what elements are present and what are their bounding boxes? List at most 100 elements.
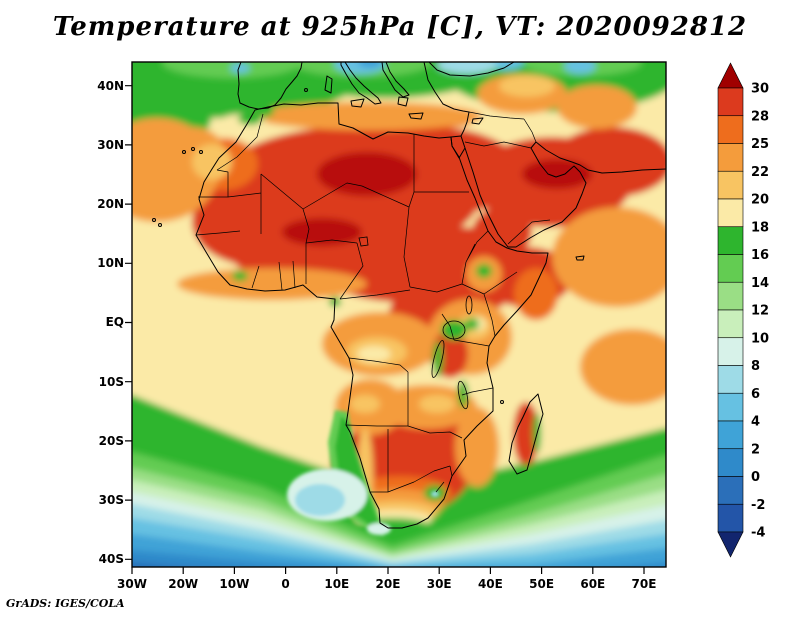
x-tick-label: 70E <box>632 577 657 591</box>
sinai-coast <box>450 135 466 159</box>
field-black-sea <box>437 62 497 74</box>
x-tick-label: 60E <box>580 577 605 591</box>
map-area <box>131 61 667 568</box>
coastlines <box>152 62 666 529</box>
colorbar-labels: 30 28 25 22 20 18 16 14 12 10 8 6 4 2 0 … <box>751 82 769 541</box>
colorbar-label: 10 <box>751 331 769 346</box>
colorbar-segment <box>717 476 744 505</box>
country-borders <box>195 111 551 493</box>
benguela-tongue-inner <box>335 416 378 528</box>
colorbar-label: 12 <box>751 304 769 319</box>
colorbar-segment <box>717 115 744 144</box>
y-tick-label: EQ <box>106 315 124 329</box>
y-tick-label: 30S <box>99 493 124 507</box>
lake-chad <box>358 236 369 247</box>
colorbar-label: 4 <box>751 415 760 430</box>
temperature-field-details <box>287 410 439 537</box>
sardinia-coast <box>324 75 333 94</box>
x-tick-label: 20W <box>168 577 198 591</box>
colorbar-label: -4 <box>751 526 765 541</box>
y-axis-labels: 40N 30N 20N 10N EQ 10S 20S 30S 40S <box>97 79 124 566</box>
colorbar-label: 22 <box>751 165 769 180</box>
colorbar-top-arrow <box>717 62 744 89</box>
colorbar-segment <box>717 226 744 255</box>
balearic-island <box>304 88 308 92</box>
madagascar-coast <box>508 393 544 475</box>
lake-malawi <box>457 380 469 410</box>
colorbar-segment <box>717 281 744 311</box>
colorbar-segment <box>717 337 744 366</box>
y-tick-label: 10N <box>97 256 124 270</box>
x-tick-label: 50E <box>529 577 554 591</box>
cape-verde-island-2 <box>158 223 162 227</box>
africa-coast <box>195 102 549 529</box>
canary-island-2 <box>191 147 195 151</box>
temperature-field <box>132 62 666 567</box>
colorbar-label: 28 <box>751 109 769 124</box>
colorbar <box>717 62 744 558</box>
arabia-gulf-coast <box>464 141 666 248</box>
y-tick-label: 20S <box>99 434 124 448</box>
y-tick-label: 30N <box>97 138 124 152</box>
x-tick-label: 0 <box>281 577 289 591</box>
colorbar-bottom-arrow <box>717 531 744 558</box>
colorbar-segment <box>717 87 744 117</box>
colorbar-label: -2 <box>751 498 765 513</box>
colorbar-label: 8 <box>751 359 760 374</box>
cape-verde-island-1 <box>152 218 156 222</box>
x-tick-label: 20E <box>376 577 401 591</box>
colorbar-label: 14 <box>751 276 769 291</box>
field-alps-cold-core <box>358 62 382 68</box>
axis-ticks <box>125 85 645 574</box>
x-tick-label: 10E <box>324 577 349 591</box>
colorbar-segment <box>717 198 744 228</box>
black-sea-coast <box>428 62 515 77</box>
canary-island-1 <box>182 150 186 154</box>
colorbar-label: 16 <box>751 248 769 263</box>
colorbar-label: 25 <box>751 137 769 152</box>
y-tick-label: 10S <box>99 375 124 389</box>
colorbar-segment <box>717 143 744 172</box>
x-tick-label: 30W <box>117 577 147 591</box>
colorbar-label: 6 <box>751 387 760 402</box>
colorbar-segment <box>717 448 744 477</box>
lake-tanganyika <box>431 340 445 378</box>
lake-victoria <box>442 320 466 340</box>
colorbar-segment <box>717 392 744 422</box>
southern-ocean-bands <box>132 395 666 567</box>
sicily-coast <box>350 98 365 108</box>
iberia-coast <box>237 62 303 110</box>
plot-frame <box>131 61 667 568</box>
colorbar-segment <box>717 254 744 283</box>
band-0-2 <box>132 550 666 567</box>
socotra-coast <box>575 255 585 261</box>
colorbar-segment <box>717 309 744 339</box>
canary-island-3 <box>199 150 203 154</box>
peloponnese-coast <box>397 96 409 107</box>
x-axis-labels: 30W 20W 10W 0 10E 20E 30E 40E 50E 60E 70… <box>117 577 656 591</box>
colorbar-label: 2 <box>751 442 760 457</box>
band-2-4 <box>132 534 666 567</box>
levant-turkey-coast <box>423 62 470 137</box>
colorbar-segment <box>717 170 744 200</box>
y-tick-label: 40N <box>97 79 124 93</box>
colorbar-segment <box>717 420 744 450</box>
chart-title: Temperature at 925hPa [C], VT: 202009281… <box>52 12 748 42</box>
credit-text: GrADS: IGES/COLA <box>6 597 125 610</box>
lake-turkana <box>465 295 473 315</box>
italy-coast <box>340 62 382 105</box>
crete-coast <box>408 112 424 120</box>
colorbar-segment <box>717 365 744 394</box>
colorbar-label: 18 <box>751 220 769 235</box>
lakes <box>358 236 473 410</box>
colorbar-segment <box>717 503 744 533</box>
x-tick-label: 40E <box>478 577 503 591</box>
comoros-island <box>500 400 504 404</box>
field-hottest-cores <box>282 152 592 246</box>
cyprus-coast <box>471 117 484 125</box>
colorbar-label: 30 <box>751 82 769 97</box>
colorbar-label: 20 <box>751 193 769 208</box>
x-tick-label: 30E <box>427 577 452 591</box>
